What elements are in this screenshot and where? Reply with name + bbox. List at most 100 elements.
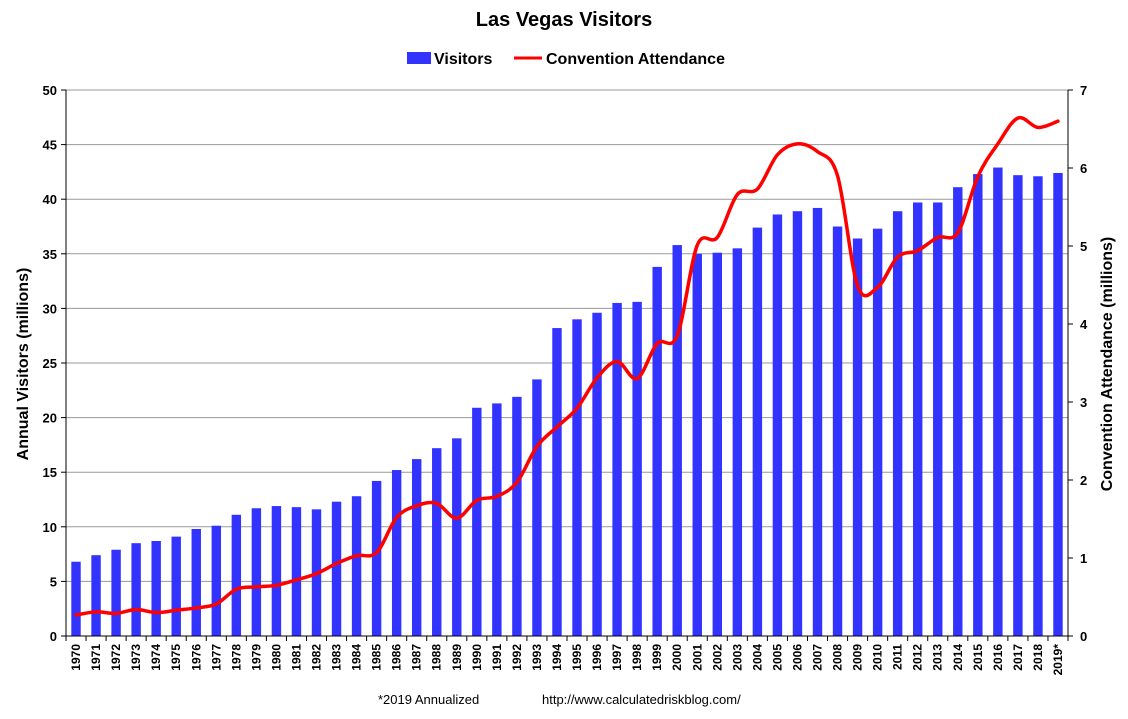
x-tick-label: 1998	[630, 644, 644, 671]
bar-visitors	[852, 238, 863, 636]
x-tick-label: 1985	[370, 644, 384, 671]
bar-visitors	[271, 506, 282, 636]
bar-visitors	[993, 167, 1003, 637]
x-axis-ticks: 1970 1971 1972 1973 1974 1975 1976 1977 1978 1979…	[65, 636, 1069, 676]
y-tick-label: 45	[43, 138, 57, 153]
bar-visitors	[472, 407, 482, 636]
x-tick-label: 2000	[670, 644, 684, 671]
visitor-bars	[71, 167, 1063, 637]
bar-visitors	[131, 543, 141, 636]
bar-visitors	[71, 561, 81, 636]
bar-visitors	[752, 227, 763, 637]
bar-visitors	[812, 207, 823, 636]
x-tick-label: 2008	[831, 644, 845, 671]
x-tick-label: 1975	[169, 644, 183, 671]
bar-visitors	[712, 252, 723, 636]
x-tick-label: 1977	[209, 644, 223, 671]
x-tick-label: 1972	[109, 644, 123, 671]
bar-visitors	[452, 438, 462, 636]
x-tick-label: 2004	[750, 644, 764, 671]
bar-visitors	[953, 187, 963, 637]
bar-visitors	[832, 226, 843, 636]
y2-tick-label: 4	[1080, 317, 1088, 332]
x-tick-label: 2010	[871, 644, 885, 671]
y-tick-label: 0	[50, 629, 57, 644]
convention-line	[74, 115, 1060, 617]
y-axis-title: Annual Visitors (millions)	[15, 268, 32, 461]
x-tick-label: 1999	[650, 644, 664, 671]
x-tick-label: 2006	[790, 644, 804, 671]
bar-visitors	[411, 459, 422, 636]
y-tick-label: 15	[43, 465, 57, 480]
x-tick-label: 2018	[1031, 644, 1045, 671]
bar-visitors	[612, 302, 622, 636]
x-tick-label: 2005	[770, 644, 784, 671]
bar-visitors	[632, 301, 642, 636]
x-tick-label: 2016	[991, 644, 1005, 671]
y2-axis-title: Convention Attendance (millions)	[1099, 237, 1116, 492]
x-tick-label: 1995	[570, 644, 584, 671]
bar-visitors	[111, 549, 121, 636]
bar-visitors	[492, 403, 502, 636]
y2-tick-label: 5	[1080, 239, 1087, 254]
bar-visitors	[1053, 172, 1063, 636]
bar-visitors	[732, 248, 743, 636]
legend-convention-label: Convention Attendance	[546, 51, 725, 68]
x-tick-label: 2002	[710, 644, 724, 671]
bar-visitors	[211, 525, 222, 636]
x-tick-label: 1997	[610, 644, 624, 671]
bar-visitors	[692, 253, 702, 637]
x-tick-label: 1983	[330, 644, 344, 671]
left-axis-ticks: 0 5 10 15 20 25 30 35 40 45 50	[43, 83, 66, 644]
x-tick-label: 1993	[530, 644, 544, 671]
y2-tick-label: 6	[1080, 161, 1087, 176]
x-tick-label: 1982	[310, 644, 324, 671]
y-tick-label: 20	[43, 411, 57, 426]
bar-visitors	[892, 211, 903, 636]
y-tick-label: 35	[43, 247, 57, 262]
y2-tick-label: 2	[1080, 473, 1087, 488]
x-tick-label: 2017	[1011, 644, 1025, 671]
bar-visitors	[91, 555, 101, 636]
x-tick-label: 1992	[510, 644, 524, 671]
y2-tick-label: 0	[1080, 629, 1087, 644]
chart-title: Las Vegas Visitors	[476, 9, 652, 31]
y2-tick-label: 3	[1080, 395, 1087, 410]
x-tick-label: 1991	[490, 644, 504, 671]
bar-visitors	[973, 174, 983, 637]
x-tick-label: 2019*	[1051, 644, 1065, 676]
legend: Visitors Convention Attendance	[407, 51, 725, 68]
x-tick-label: 1987	[410, 644, 424, 671]
x-tick-label: 2003	[730, 644, 744, 671]
bar-visitors	[652, 266, 662, 636]
y-tick-label: 10	[43, 520, 57, 535]
x-tick-label: 2011	[891, 644, 905, 670]
bar-visitors	[872, 228, 883, 636]
bar-visitors	[532, 379, 542, 636]
source-url: http://www.calculatedriskblog.com/	[542, 692, 741, 707]
x-tick-label: 1974	[149, 644, 163, 671]
x-tick-label: 2007	[811, 644, 825, 671]
bar-visitors	[672, 245, 682, 636]
y-tick-label: 5	[50, 574, 57, 589]
bar-visitors	[572, 319, 582, 636]
convention-line-layer	[74, 115, 1060, 617]
legend-visitors-label: Visitors	[434, 51, 493, 68]
x-tick-label: 1986	[390, 644, 404, 671]
bar-visitors	[552, 328, 562, 636]
bar-visitors	[912, 202, 923, 636]
x-tick-label: 2013	[931, 644, 945, 671]
bar-visitors	[371, 480, 382, 636]
x-tick-label: 2015	[971, 644, 985, 671]
y2-tick-label: 7	[1080, 83, 1087, 98]
bar-visitors	[151, 540, 161, 636]
legend-visitors-swatch	[407, 52, 431, 64]
x-tick-label: 2014	[951, 644, 965, 671]
x-tick-label: 1980	[269, 644, 283, 671]
bar-visitors	[1013, 175, 1023, 636]
bar-visitors	[191, 528, 201, 636]
right-axis-ticks: 0 1 2 3 4 5 6 7	[1068, 83, 1088, 644]
x-tick-label: 1994	[550, 644, 564, 671]
footnote: *2019 Annualized	[378, 692, 479, 707]
